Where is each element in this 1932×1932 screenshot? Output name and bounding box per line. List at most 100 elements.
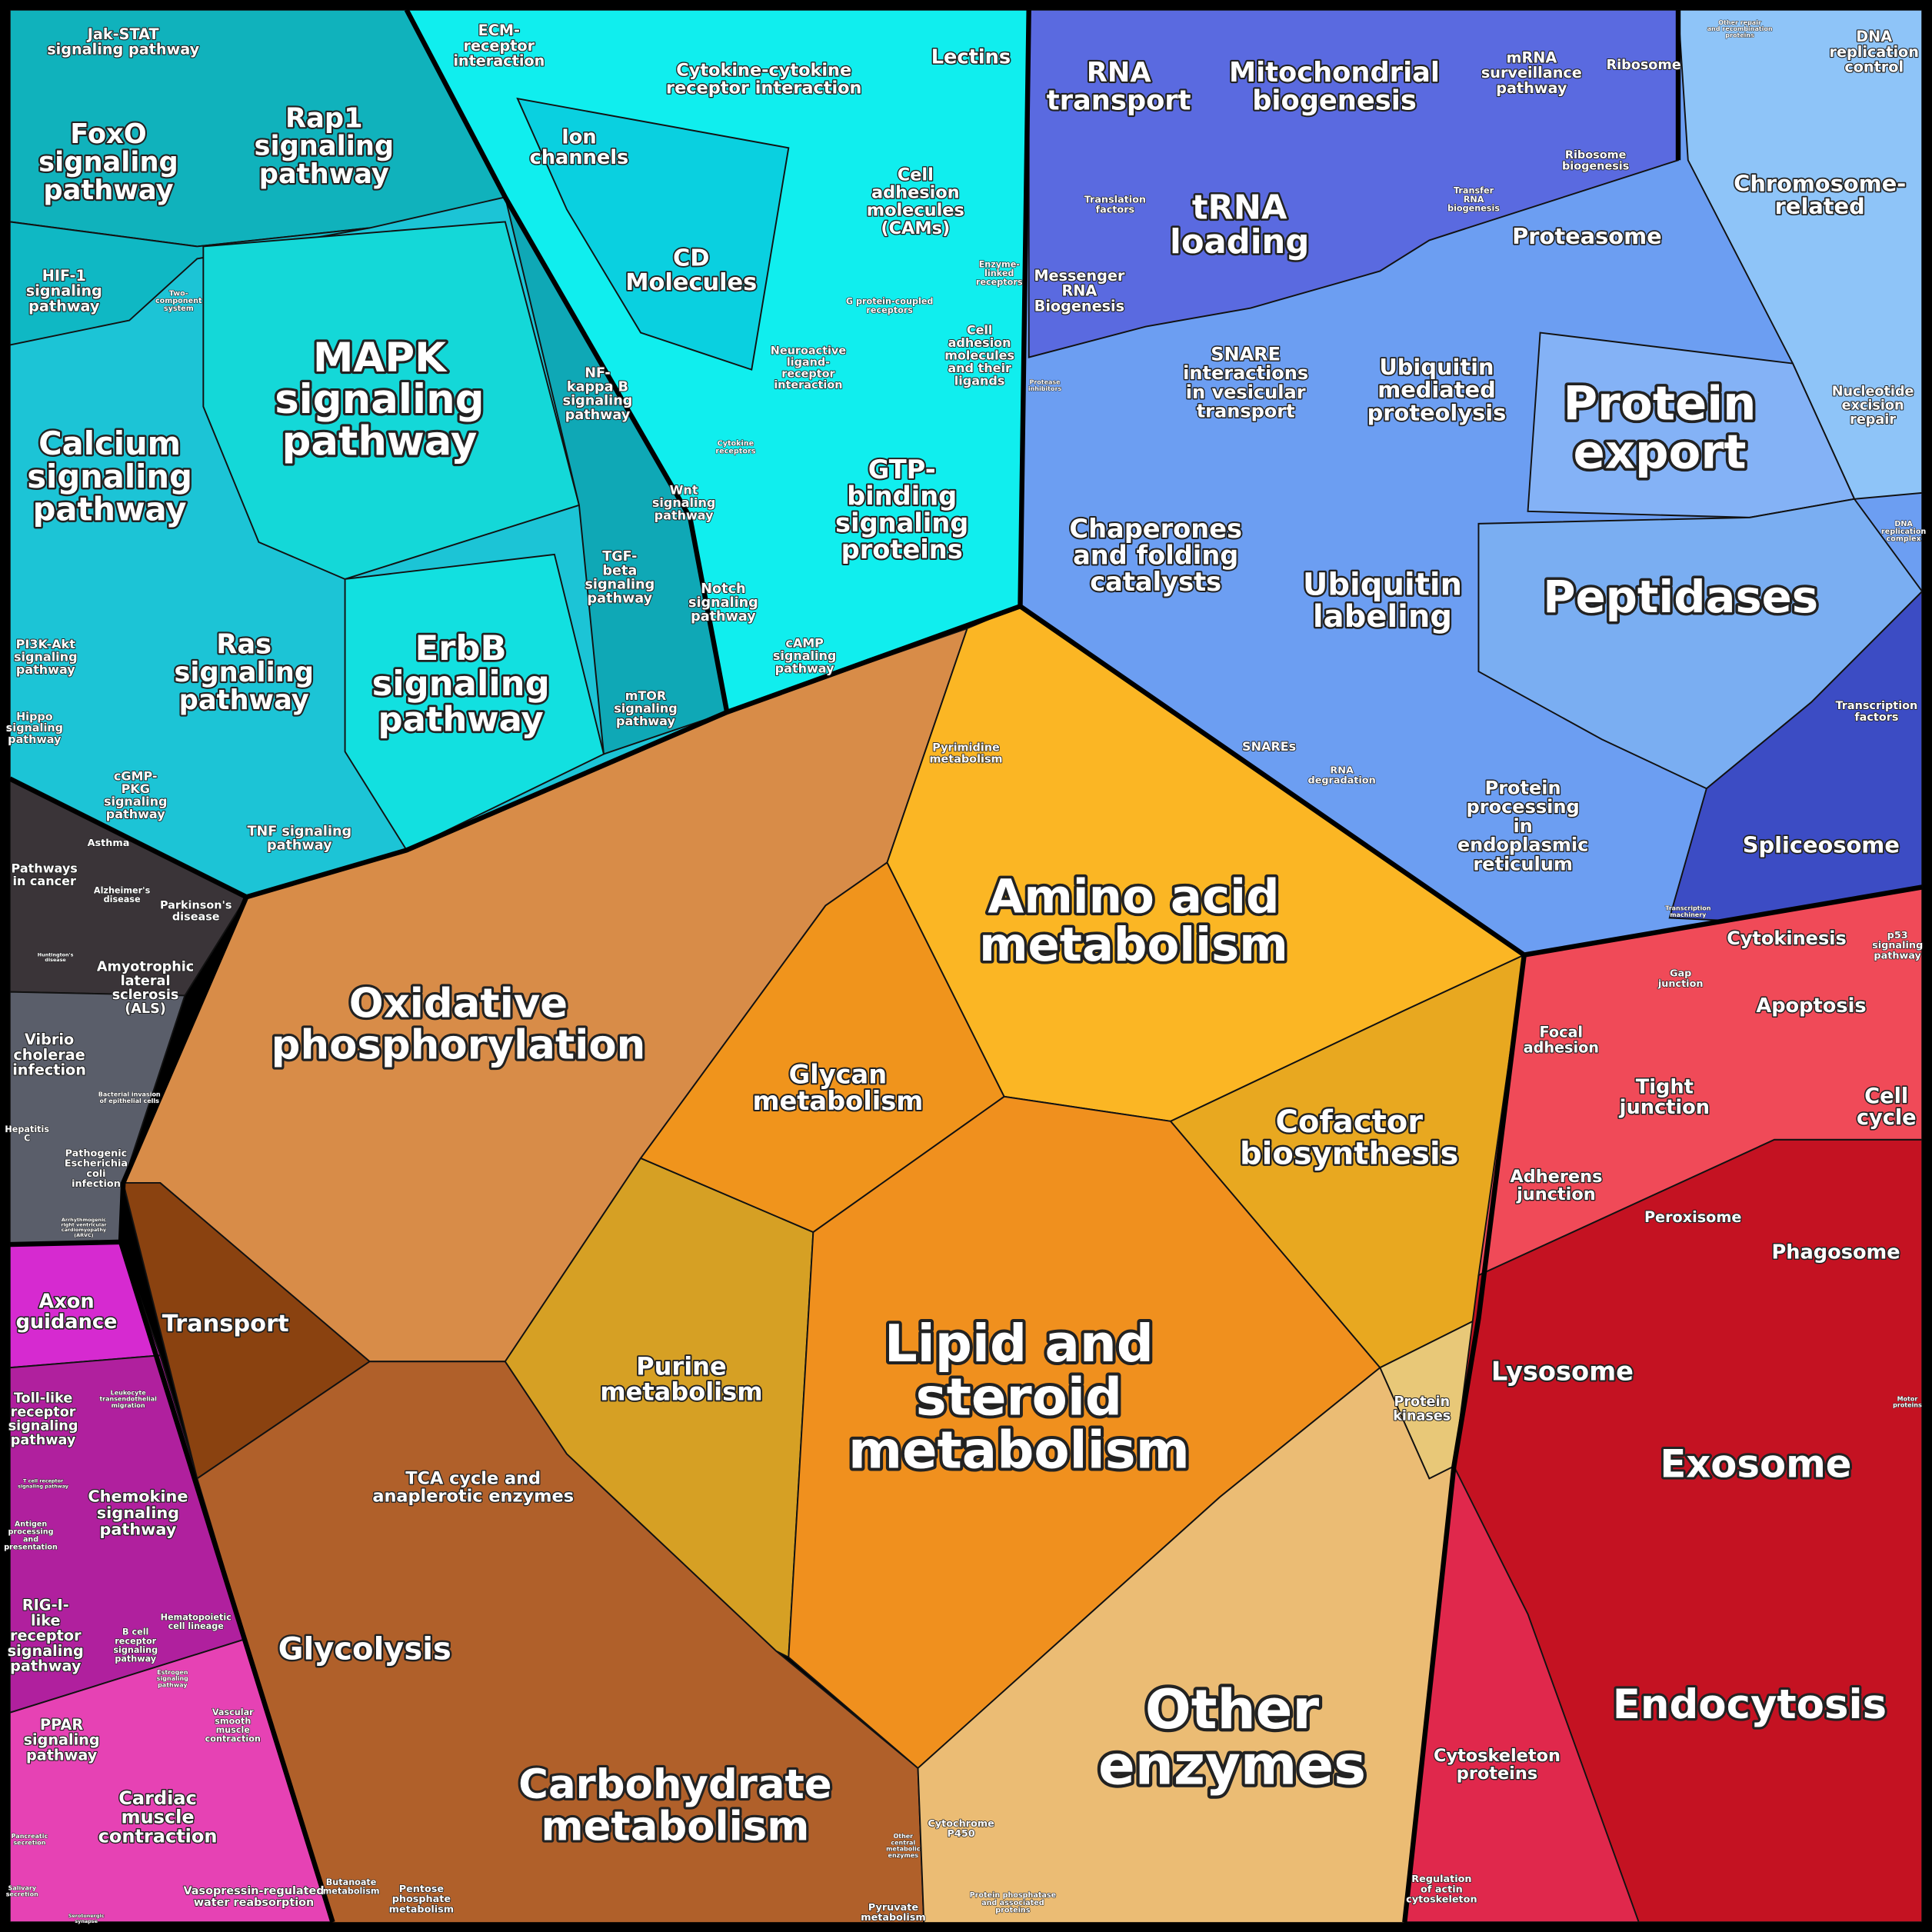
region-label: Gap junction xyxy=(1657,968,1704,989)
label-line: signaling xyxy=(113,1645,158,1655)
label-line: Jak-STAT xyxy=(86,25,159,42)
label-line: in cancer xyxy=(12,873,76,888)
region-label: Pancreatic secretion xyxy=(12,1833,48,1846)
label-line: Rap1 xyxy=(285,102,363,134)
region-label: Rap1 signaling pathway xyxy=(255,102,395,190)
label-line: Glycolysis xyxy=(278,1632,451,1667)
label-line: metabolism xyxy=(929,753,1002,765)
region-label: Axon guidance xyxy=(16,1290,118,1333)
region-label: Lipid and steroid metabolism xyxy=(848,1314,1190,1481)
label-line: mediated xyxy=(1377,377,1496,403)
label-line: T cell receptor xyxy=(23,1478,64,1484)
label-line: and associated xyxy=(981,1899,1044,1907)
label-line: B cell xyxy=(122,1627,148,1637)
region-label: SNARE interactions in vesicular transport xyxy=(1183,343,1308,421)
label-line: Translation xyxy=(1084,194,1146,205)
label-line: in vesicular xyxy=(1186,381,1306,403)
label-line: Amyotrophic xyxy=(97,960,194,975)
label-line: sclerosis xyxy=(112,988,179,1003)
label-line: Cell xyxy=(898,165,934,185)
label-line: metabolism xyxy=(389,1904,454,1915)
region-border xyxy=(1402,954,1527,1923)
label-line: smooth xyxy=(215,1716,251,1726)
region-label: Protein export xyxy=(1563,376,1756,479)
region-label: Proteasome xyxy=(1512,223,1662,249)
label-line: Other repair xyxy=(1718,18,1761,25)
label-line: G protein-coupled xyxy=(846,297,934,307)
region-label: Phagosome xyxy=(1771,1241,1900,1264)
label-line: Purine xyxy=(636,1351,727,1381)
label-line: linked xyxy=(984,268,1014,278)
label-line: factors xyxy=(1854,711,1898,724)
region-label: G protein-coupled receptors xyxy=(846,297,934,316)
label-line: signaling xyxy=(14,649,78,664)
region-border xyxy=(404,8,730,713)
label-line: enzymes xyxy=(1098,1734,1366,1797)
label-line: SNAREs xyxy=(1242,738,1296,753)
label-line: metabolism xyxy=(541,1803,810,1850)
label-line: tRNA xyxy=(1192,188,1287,227)
label-line: cytoskeleton xyxy=(1406,1894,1477,1905)
label-line: (CAMs) xyxy=(881,218,950,238)
region-label: Transcription factors xyxy=(1836,700,1918,724)
label-line: cardiomyopathy xyxy=(62,1227,107,1233)
label-line: Mitochondrial xyxy=(1229,57,1440,88)
label-line: labeling xyxy=(1313,599,1452,635)
label-line: migration xyxy=(112,1401,145,1408)
label-line: Ion xyxy=(561,125,596,148)
region-label: Alzheimer's disease xyxy=(94,885,151,904)
region-label: Translation factors xyxy=(1084,194,1146,215)
label-line: Ras xyxy=(216,628,271,660)
label-line: C xyxy=(24,1134,30,1144)
label-line: pathway xyxy=(1496,78,1567,96)
region-label: Amino acid metabolism xyxy=(979,869,1288,972)
label-line: pathway xyxy=(691,609,756,625)
label-line: signaling xyxy=(835,508,968,538)
label-line: endoplasmic xyxy=(1457,834,1589,856)
label-line: cycle xyxy=(1857,1105,1917,1129)
label-line: Pyruvate xyxy=(868,1901,918,1913)
region-label: Chaperones and folding catalysts xyxy=(1069,513,1242,596)
label-line: Other xyxy=(893,1833,913,1840)
label-line: inhibitors xyxy=(1028,385,1062,391)
label-line: Amino acid xyxy=(988,869,1279,924)
region-label: RIG-I-like receptor signaling pathway xyxy=(8,1596,84,1674)
label-line: metabolic xyxy=(886,1845,921,1852)
label-line: infection xyxy=(72,1178,121,1190)
label-line: disease xyxy=(45,957,66,963)
region-label: Focal adhesion xyxy=(1524,1023,1599,1056)
label-line: mRNA xyxy=(1506,48,1557,66)
label-line: proteins xyxy=(1725,32,1754,38)
label-line: Focal xyxy=(1540,1023,1584,1041)
label-line: signaling xyxy=(563,394,633,409)
label-line: binding xyxy=(847,481,957,511)
label-line: Transport xyxy=(162,1311,289,1337)
label-line: receptors xyxy=(976,278,1023,288)
label-line: pathway xyxy=(8,734,62,746)
label-line: signaling xyxy=(255,131,395,162)
region-label: Tight junction xyxy=(1619,1076,1710,1119)
region-label: Hepatitis C xyxy=(5,1124,49,1144)
label-line: Protein xyxy=(1394,1394,1450,1410)
label-line: pathway xyxy=(11,1433,76,1448)
label-line: signaling xyxy=(8,1419,78,1434)
label-line: signaling xyxy=(614,701,678,715)
label-line: GTP- xyxy=(868,454,936,484)
region-label: Leukocyte transendothelial migration xyxy=(99,1389,157,1409)
region-label: Endocytosis xyxy=(1613,1681,1887,1727)
label-line: Protease xyxy=(1029,378,1061,385)
label-line: Arrhythmogenic xyxy=(62,1217,106,1223)
label-line: Vasopressin-regulated xyxy=(183,1885,324,1897)
region-label: GTP-binding signaling proteins xyxy=(835,454,968,564)
label-line: Notch xyxy=(701,581,745,597)
label-line: FoxO xyxy=(70,118,147,150)
label-line: replication xyxy=(1881,528,1926,536)
region-label: Vasopressin-regulated water reabsorption xyxy=(183,1885,324,1909)
label-line: Lysosome xyxy=(1491,1356,1634,1386)
region-label: Transport xyxy=(162,1311,289,1337)
label-line: receptor xyxy=(115,1636,156,1646)
region-label: RNA degradation xyxy=(1308,764,1376,786)
label-line: pathway xyxy=(282,418,478,465)
